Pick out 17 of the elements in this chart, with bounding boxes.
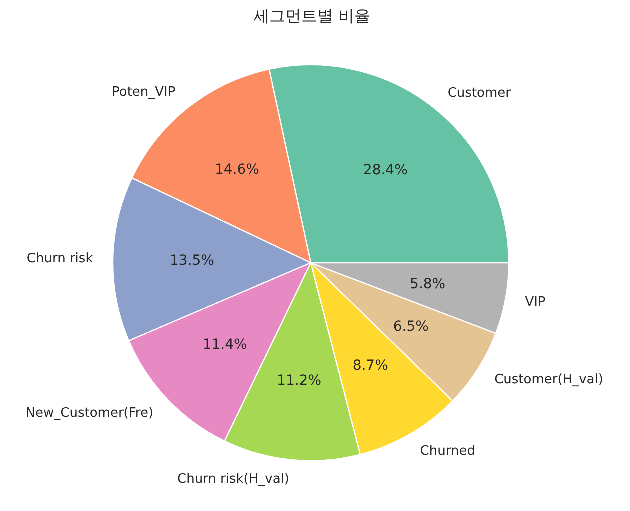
data-label: 11.2%: [277, 373, 322, 390]
data-label: 8.7%: [352, 358, 388, 374]
slice-label: Churned: [420, 444, 476, 459]
data-label: 5.8%: [410, 276, 446, 293]
slice-label: Customer(H_val): [494, 372, 604, 388]
chart-title: 세그먼트별 비율: [253, 6, 371, 26]
slice-label: Churn risk(H_val): [178, 472, 290, 488]
data-label: 6.5%: [393, 318, 429, 335]
slice-label: Churn risk: [26, 251, 94, 266]
data-label: 14.6%: [214, 162, 260, 178]
data-label: 11.4%: [202, 337, 248, 354]
slice-label: VIP: [525, 294, 546, 310]
slice-label: Poten_VIP: [112, 84, 176, 100]
slice-label: New_Customer(Fre): [26, 406, 154, 421]
slice-label: Customer: [448, 86, 512, 102]
data-label: 13.5%: [170, 252, 214, 269]
data-label: 28.4%: [363, 162, 408, 179]
